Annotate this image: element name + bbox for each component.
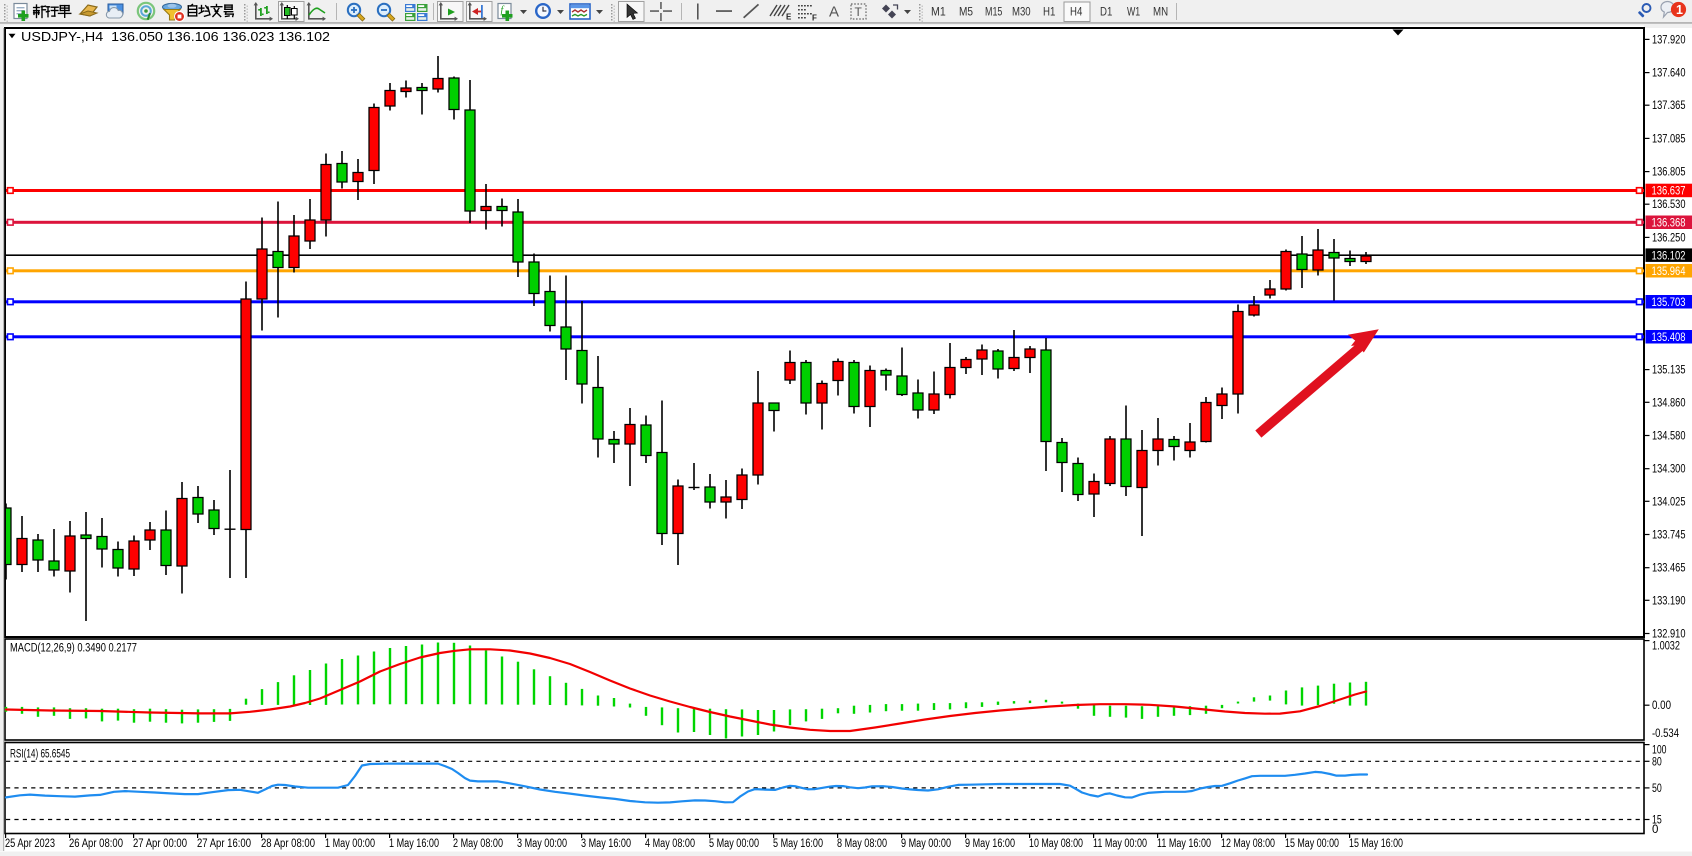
svg-text:137.365: 137.365 (1652, 100, 1686, 112)
svg-text:RSI(14) 65.6545: RSI(14) 65.6545 (10, 749, 70, 761)
svg-text:134.580: 134.580 (1652, 431, 1686, 443)
svg-text:134.025: 134.025 (1652, 496, 1686, 508)
svg-text:135.703: 135.703 (1652, 297, 1686, 309)
svg-text:27 Apr 16:00: 27 Apr 16:00 (197, 838, 251, 850)
svg-text:11 May 00:00: 11 May 00:00 (1093, 838, 1147, 850)
svg-text:133.745: 133.745 (1652, 530, 1686, 542)
svg-text:137.640: 137.640 (1652, 68, 1686, 80)
svg-text:1.0032: 1.0032 (1652, 641, 1680, 653)
svg-text:80: 80 (1652, 756, 1662, 768)
svg-text:11 May 16:00: 11 May 16:00 (1157, 838, 1211, 850)
svg-text:135.964: 135.964 (1652, 266, 1686, 278)
svg-text:135.135: 135.135 (1652, 365, 1686, 377)
svg-text:136.368: 136.368 (1652, 218, 1686, 230)
svg-text:3 May 16:00: 3 May 16:00 (581, 838, 631, 850)
svg-text:H4: H4 (1070, 5, 1083, 19)
svg-text:8 May 08:00: 8 May 08:00 (837, 838, 887, 850)
svg-text:28 Apr 08:00: 28 Apr 08:00 (261, 838, 315, 850)
svg-text:A: A (829, 4, 839, 21)
svg-text:136.805: 136.805 (1652, 167, 1686, 179)
svg-text:1 May 16:00: 1 May 16:00 (389, 838, 439, 850)
svg-text:136.102: 136.102 (1652, 250, 1686, 262)
svg-text:1 May 00:00: 1 May 00:00 (325, 838, 375, 850)
svg-text:136.530: 136.530 (1652, 199, 1686, 211)
svg-text:4 May 08:00: 4 May 08:00 (645, 838, 695, 850)
svg-text:5 May 16:00: 5 May 16:00 (773, 838, 823, 850)
svg-text:100: 100 (1652, 745, 1667, 757)
svg-text:M30: M30 (1012, 5, 1031, 19)
svg-text:25 Apr 2023: 25 Apr 2023 (5, 838, 55, 850)
svg-text:27 Apr 00:00: 27 Apr 00:00 (133, 838, 187, 850)
svg-text:15 May 16:00: 15 May 16:00 (1349, 838, 1403, 850)
svg-text:USDJPY-,H4 136.050 136.106 13: USDJPY-,H4 136.050 136.106 136.023 136.1… (21, 29, 330, 44)
svg-text:M15: M15 (985, 5, 1003, 19)
svg-text:F: F (812, 14, 817, 23)
svg-text:E: E (786, 13, 792, 22)
svg-text:T: T (855, 5, 863, 19)
svg-text:15 May 00:00: 15 May 00:00 (1285, 838, 1339, 850)
svg-text:10 May 08:00: 10 May 08:00 (1029, 838, 1083, 850)
svg-text:M1: M1 (931, 5, 946, 19)
svg-text:137.085: 137.085 (1652, 133, 1686, 145)
svg-text:132.910: 132.910 (1652, 628, 1686, 640)
svg-text:9 May 00:00: 9 May 00:00 (901, 838, 951, 850)
svg-text:136.250: 136.250 (1652, 232, 1686, 244)
svg-text:50: 50 (1652, 783, 1662, 795)
svg-text:1: 1 (1676, 3, 1683, 17)
svg-text:133.190: 133.190 (1652, 595, 1686, 607)
svg-text:12 May 08:00: 12 May 08:00 (1221, 838, 1275, 850)
svg-text:26 Apr 08:00: 26 Apr 08:00 (69, 838, 123, 850)
svg-text:15: 15 (1652, 814, 1662, 826)
svg-text:D1: D1 (1100, 5, 1112, 19)
svg-text:135.408: 135.408 (1652, 332, 1686, 344)
svg-text:0.00: 0.00 (1652, 700, 1671, 712)
svg-text:M5: M5 (959, 5, 973, 19)
svg-text:W1: W1 (1127, 5, 1140, 19)
svg-text:5 May 00:00: 5 May 00:00 (709, 838, 759, 850)
svg-text:137.920: 137.920 (1652, 34, 1686, 46)
svg-text:3 May 00:00: 3 May 00:00 (517, 838, 567, 850)
svg-text:H1: H1 (1043, 5, 1055, 19)
svg-text:134.300: 134.300 (1652, 464, 1686, 476)
svg-text:9 May 16:00: 9 May 16:00 (965, 838, 1015, 850)
svg-text:f: f (501, 5, 505, 16)
svg-text:133.465: 133.465 (1652, 563, 1686, 575)
svg-text:0: 0 (1652, 824, 1658, 836)
svg-text:2 May 08:00: 2 May 08:00 (453, 838, 503, 850)
svg-text:134.860: 134.860 (1652, 397, 1686, 409)
svg-text:-0.534: -0.534 (1652, 728, 1679, 740)
svg-text:MN: MN (1153, 5, 1168, 19)
svg-text:136.637: 136.637 (1652, 186, 1686, 198)
svg-text:MACD(12,26,9) 0.3490 0.2177: MACD(12,26,9) 0.3490 0.2177 (10, 643, 137, 655)
